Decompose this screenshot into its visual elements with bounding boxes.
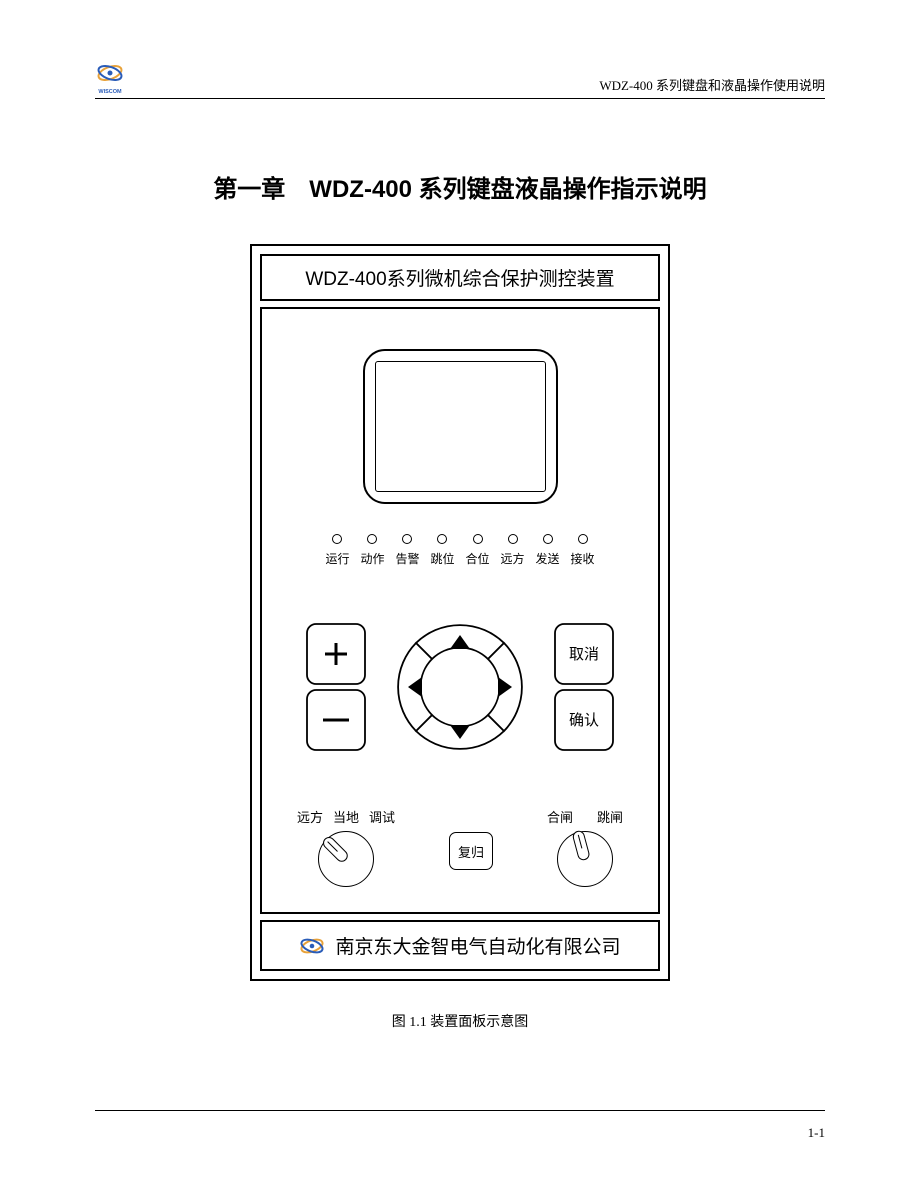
led-dot xyxy=(543,534,553,544)
led-dot xyxy=(402,534,412,544)
doc-header-title: WDZ-400 系列键盘和液晶操作使用说明 xyxy=(599,75,825,94)
led-label: 动作 xyxy=(360,550,384,567)
reset-button[interactable]: 复归 xyxy=(449,832,493,870)
panel-body: 运行 动作 告警 跳位 合位 xyxy=(260,307,660,914)
panel-footer: 南京东大金智电气自动化有限公司 xyxy=(260,920,660,971)
knob-label-debug: 调试 xyxy=(369,807,395,826)
knob-label-trip: 跳闸 xyxy=(597,807,623,826)
led-label: 运行 xyxy=(325,550,349,567)
left-button[interactable] xyxy=(398,643,432,731)
led-close-pos: 合位 xyxy=(466,534,490,567)
led-row: 运行 动作 告警 跳位 合位 xyxy=(277,534,643,567)
led-dot xyxy=(332,534,342,544)
reset-button-label: 复归 xyxy=(458,842,484,861)
svg-text:取消: 取消 xyxy=(569,646,599,663)
wiscom-logo-icon: WISCOM xyxy=(95,60,125,94)
knob-label-remote: 远方 xyxy=(297,807,323,826)
knob-label-close: 合闸 xyxy=(547,807,573,826)
led-dot xyxy=(473,534,483,544)
minus-button[interactable] xyxy=(307,690,365,750)
breaker-knob-handle xyxy=(571,829,590,861)
breaker-knob-labels: 合闸 跳闸 xyxy=(547,807,623,826)
breaker-knob[interactable] xyxy=(557,831,613,887)
page-header: WISCOM WDZ-400 系列键盘和液晶操作使用说明 xyxy=(95,60,825,94)
led-dot xyxy=(508,534,518,544)
lcd-inner xyxy=(375,361,546,492)
knob-row: 远方 当地 调试 复归 合闸 跳闸 xyxy=(277,807,643,887)
led-label: 发送 xyxy=(536,550,560,567)
confirm-button[interactable]: 确认 xyxy=(555,690,613,750)
breaker-knob-group: 合闸 跳闸 xyxy=(547,807,623,887)
led-send: 发送 xyxy=(536,534,560,567)
led-dot xyxy=(578,534,588,544)
led-dot xyxy=(437,534,447,544)
chapter-title: 第一章 WDZ-400 系列键盘液晶操作指示说明 xyxy=(95,169,825,204)
header-rule xyxy=(95,98,825,99)
led-dot xyxy=(367,534,377,544)
figure-caption: 图 1.1 装置面板示意图 xyxy=(95,1011,825,1031)
lcd-screen xyxy=(363,349,558,504)
document-page: WISCOM WDZ-400 系列键盘和液晶操作使用说明 第一章 WDZ-400… xyxy=(0,0,920,1191)
led-label: 远方 xyxy=(501,550,525,567)
led-action: 动作 xyxy=(360,534,384,567)
led-label: 跳位 xyxy=(430,550,454,567)
page-footer: 1-1 xyxy=(95,1110,825,1141)
company-name: 南京东大金智电气自动化有限公司 xyxy=(335,932,620,959)
cancel-button[interactable]: 取消 xyxy=(555,624,613,684)
led-receive: 接收 xyxy=(571,534,595,567)
led-run: 运行 xyxy=(325,534,349,567)
svg-text:WISCOM: WISCOM xyxy=(98,89,122,94)
device-panel: WDZ-400系列微机综合保护测控装置 运行 动作 告警 xyxy=(250,244,670,981)
mode-knob-handle xyxy=(321,835,351,865)
up-button[interactable] xyxy=(416,625,504,659)
footer-rule xyxy=(95,1110,825,1111)
mode-knob-labels: 远方 当地 调试 xyxy=(297,807,395,826)
reset-button-wrap: 复归 xyxy=(449,807,493,870)
panel-header: WDZ-400系列微机综合保护测控装置 xyxy=(260,254,660,301)
keypad: 取消 确认 xyxy=(305,622,615,752)
led-remote: 远方 xyxy=(501,534,525,567)
mode-knob-group: 远方 当地 调试 xyxy=(297,807,395,887)
down-button[interactable] xyxy=(416,715,504,749)
company-logo-icon xyxy=(299,934,325,958)
led-label: 告警 xyxy=(395,550,419,567)
plus-button[interactable] xyxy=(307,624,365,684)
page-number: 1-1 xyxy=(95,1125,825,1141)
led-alarm: 告警 xyxy=(395,534,419,567)
led-label: 合位 xyxy=(466,550,490,567)
mode-knob[interactable] xyxy=(318,831,374,887)
led-label: 接收 xyxy=(571,550,595,567)
led-trip-pos: 跳位 xyxy=(430,534,454,567)
right-button[interactable] xyxy=(488,643,522,731)
svg-text:确认: 确认 xyxy=(569,712,599,729)
knob-label-local: 当地 xyxy=(333,807,359,826)
